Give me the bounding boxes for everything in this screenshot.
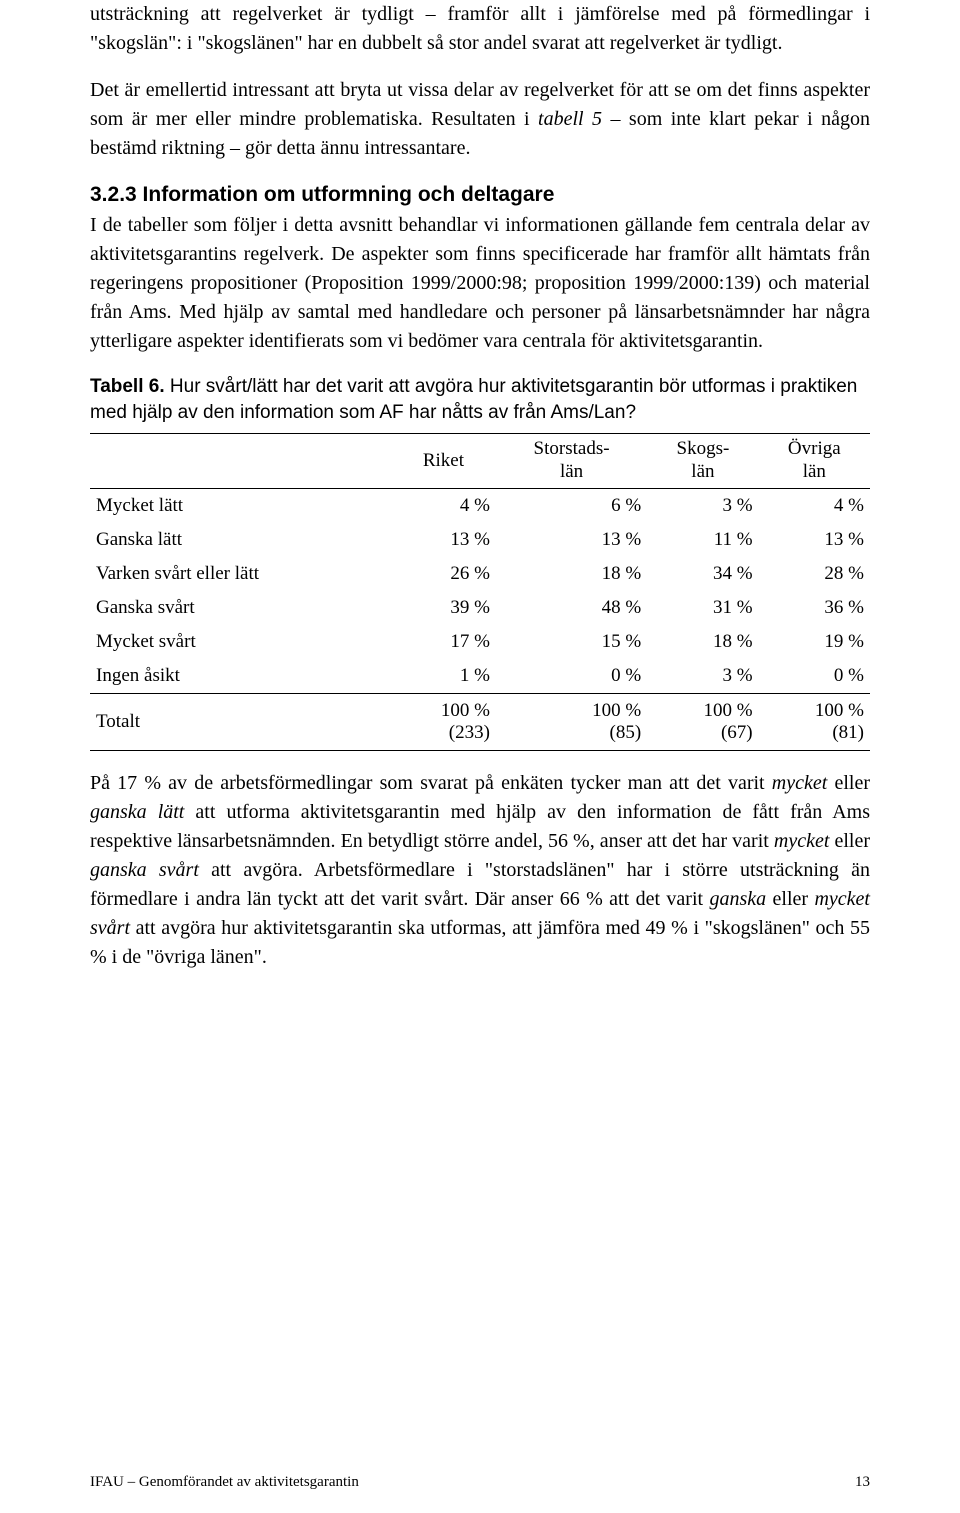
row3-val1: 48 % [496, 591, 647, 625]
table-6-caption-rest: Hur svårt/lätt har det varit att avgöra … [90, 376, 857, 423]
total-val3-pct: 100 % [815, 700, 864, 721]
col3-line2: län [691, 461, 714, 482]
paragraph-1-text: utsträckning att regelverket är tydligt … [90, 3, 870, 54]
row2-val1: 18 % [496, 557, 647, 591]
p4-it5: ganska [709, 888, 766, 910]
row4-val1: 15 % [496, 625, 647, 659]
row1-val2: 11 % [647, 523, 758, 557]
p4-b: eller [827, 772, 870, 794]
footer-left: IFAU – Genomförandet av aktivitetsgarant… [90, 1474, 359, 1491]
table-row: Varken svårt eller lätt 26 % 18 % 34 % 2… [90, 557, 870, 591]
total-val0-pct: 100 % [441, 700, 490, 721]
total-val2: 100 % (67) [647, 693, 758, 750]
table-6-head: Riket Storstads- län Skogs- län Övriga l… [90, 434, 870, 489]
col1-line1: Riket [423, 450, 464, 471]
table-total-row: Totalt 100 % (233) 100 % (85) 100 % (67)… [90, 693, 870, 750]
row2-val0: 26 % [391, 557, 496, 591]
table-row: Mycket svårt 17 % 15 % 18 % 19 % [90, 625, 870, 659]
row1-val1: 13 % [496, 523, 647, 557]
row5-val1: 0 % [496, 659, 647, 694]
row0-val0: 4 % [391, 488, 496, 523]
table-6-col-4: Övriga län [759, 434, 870, 489]
table-6-col-1: Riket [391, 434, 496, 489]
p4-it2: ganska lätt [90, 801, 184, 823]
row0-val2: 3 % [647, 488, 758, 523]
table-6-col-2: Storstads- län [496, 434, 647, 489]
table-row: Mycket lätt 4 % 6 % 3 % 4 % [90, 488, 870, 523]
p4-f: eller [766, 888, 814, 910]
row2-label: Varken svårt eller lätt [90, 557, 391, 591]
p4-a: På 17 % av de arbetsförmedlingar som sva… [90, 772, 772, 794]
total-val1-pct: 100 % [592, 700, 641, 721]
col4-line2: län [803, 461, 826, 482]
paragraph-4: På 17 % av de arbetsförmedlingar som sva… [90, 769, 870, 972]
row5-label: Ingen åsikt [90, 659, 391, 694]
row5-val0: 1 % [391, 659, 496, 694]
table-6-caption-bold: Tabell 6. [90, 376, 165, 397]
table-row: Ganska svårt 39 % 48 % 31 % 36 % [90, 591, 870, 625]
p4-d: eller [829, 830, 870, 852]
total-val2-pct: 100 % [704, 700, 753, 721]
row1-val0: 13 % [391, 523, 496, 557]
col3-line1: Skogs- [677, 438, 730, 459]
table-6-col-3: Skogs- län [647, 434, 758, 489]
col2-line1: Storstads- [534, 438, 610, 459]
document-page: utsträckning att regelverket är tydligt … [0, 0, 960, 1513]
row2-val3: 28 % [759, 557, 870, 591]
row4-val3: 19 % [759, 625, 870, 659]
total-val1: 100 % (85) [496, 693, 647, 750]
total-val3-n: (81) [832, 722, 864, 743]
row3-val2: 31 % [647, 591, 758, 625]
row5-val3: 0 % [759, 659, 870, 694]
row4-val2: 18 % [647, 625, 758, 659]
total-val3: 100 % (81) [759, 693, 870, 750]
row1-val3: 13 % [759, 523, 870, 557]
row2-val2: 34 % [647, 557, 758, 591]
total-val0: 100 % (233) [391, 693, 496, 750]
row0-val3: 4 % [759, 488, 870, 523]
table-6: Riket Storstads- län Skogs- län Övriga l… [90, 433, 870, 751]
paragraph-1: utsträckning att regelverket är tydligt … [90, 0, 870, 58]
total-val2-n: (67) [721, 722, 753, 743]
paragraph-3: I de tabeller som följer i detta avsnitt… [90, 211, 870, 356]
p4-it4: ganska svårt [90, 859, 199, 881]
p4-c: att utforma aktivitetsgarantin med hjälp… [90, 801, 870, 852]
col2-line2: län [560, 461, 583, 482]
row4-label: Mycket svårt [90, 625, 391, 659]
total-val1-n: (85) [610, 722, 642, 743]
p4-it1: mycket [772, 772, 828, 794]
table-row: Ingen åsikt 1 % 0 % 3 % 0 % [90, 659, 870, 694]
row3-val0: 39 % [391, 591, 496, 625]
row5-val2: 3 % [647, 659, 758, 694]
section-heading: 3.2.3 Information om utformning och delt… [90, 183, 870, 207]
row0-label: Mycket lätt [90, 488, 391, 523]
total-val0-n: (233) [449, 722, 490, 743]
page-footer: IFAU – Genomförandet av aktivitetsgarant… [90, 1474, 870, 1491]
table-6-body: Mycket lätt 4 % 6 % 3 % 4 % Ganska lätt … [90, 488, 870, 750]
paragraph-2-italic: tabell 5 [538, 108, 602, 130]
row3-val3: 36 % [759, 591, 870, 625]
table-6-col-0 [90, 434, 391, 489]
row3-label: Ganska svårt [90, 591, 391, 625]
table-6-header-row: Riket Storstads- län Skogs- län Övriga l… [90, 434, 870, 489]
col4-line1: Övriga [788, 438, 841, 459]
row4-val0: 17 % [391, 625, 496, 659]
total-label: Totalt [90, 693, 391, 750]
paragraph-2: Det är emellertid intressant att bryta u… [90, 76, 870, 163]
p4-g: att avgöra hur aktivitetsgarantin ska ut… [90, 917, 870, 968]
table-row: Ganska lätt 13 % 13 % 11 % 13 % [90, 523, 870, 557]
table-6-caption: Tabell 6. Hur svårt/lätt har det varit a… [90, 374, 870, 425]
p4-it3: mycket [774, 830, 830, 852]
row1-label: Ganska lätt [90, 523, 391, 557]
row0-val1: 6 % [496, 488, 647, 523]
footer-page-number: 13 [855, 1474, 870, 1491]
